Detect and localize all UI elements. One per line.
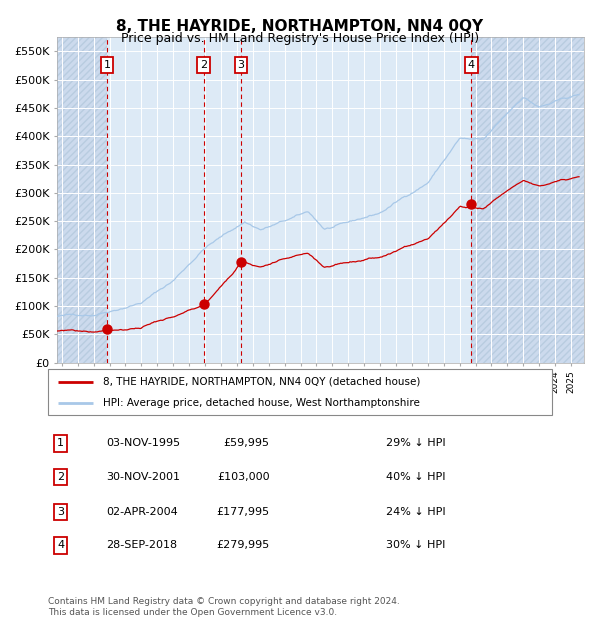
Text: 02-APR-2004: 02-APR-2004	[106, 507, 178, 517]
Text: £103,000: £103,000	[217, 472, 270, 482]
Text: 3: 3	[57, 507, 64, 517]
Text: 30% ↓ HPI: 30% ↓ HPI	[386, 541, 445, 551]
Text: £59,995: £59,995	[224, 438, 270, 448]
Text: 24% ↓ HPI: 24% ↓ HPI	[386, 507, 445, 517]
Text: 03-NOV-1995: 03-NOV-1995	[106, 438, 180, 448]
Text: 3: 3	[238, 60, 244, 70]
Text: HPI: Average price, detached house, West Northamptonshire: HPI: Average price, detached house, West…	[103, 398, 421, 409]
Text: 4: 4	[468, 60, 475, 70]
Text: 28-SEP-2018: 28-SEP-2018	[106, 541, 177, 551]
Text: 40% ↓ HPI: 40% ↓ HPI	[386, 472, 445, 482]
Text: 1: 1	[103, 60, 110, 70]
Text: 2: 2	[200, 60, 207, 70]
Text: 8, THE HAYRIDE, NORTHAMPTON, NN4 0QY: 8, THE HAYRIDE, NORTHAMPTON, NN4 0QY	[116, 19, 484, 33]
Text: 4: 4	[57, 541, 64, 551]
FancyBboxPatch shape	[48, 369, 552, 415]
Text: 2: 2	[57, 472, 64, 482]
Text: 29% ↓ HPI: 29% ↓ HPI	[386, 438, 445, 448]
Bar	[57, 37, 107, 363]
Text: 30-NOV-2001: 30-NOV-2001	[106, 472, 180, 482]
Text: Price paid vs. HM Land Registry's House Price Index (HPI): Price paid vs. HM Land Registry's House …	[121, 32, 479, 45]
Text: 1: 1	[57, 438, 64, 448]
Bar	[472, 37, 584, 363]
Text: Contains HM Land Registry data © Crown copyright and database right 2024.
This d: Contains HM Land Registry data © Crown c…	[48, 598, 400, 617]
Text: £279,995: £279,995	[217, 541, 270, 551]
Text: £177,995: £177,995	[217, 507, 270, 517]
Text: 8, THE HAYRIDE, NORTHAMPTON, NN4 0QY (detached house): 8, THE HAYRIDE, NORTHAMPTON, NN4 0QY (de…	[103, 377, 421, 387]
